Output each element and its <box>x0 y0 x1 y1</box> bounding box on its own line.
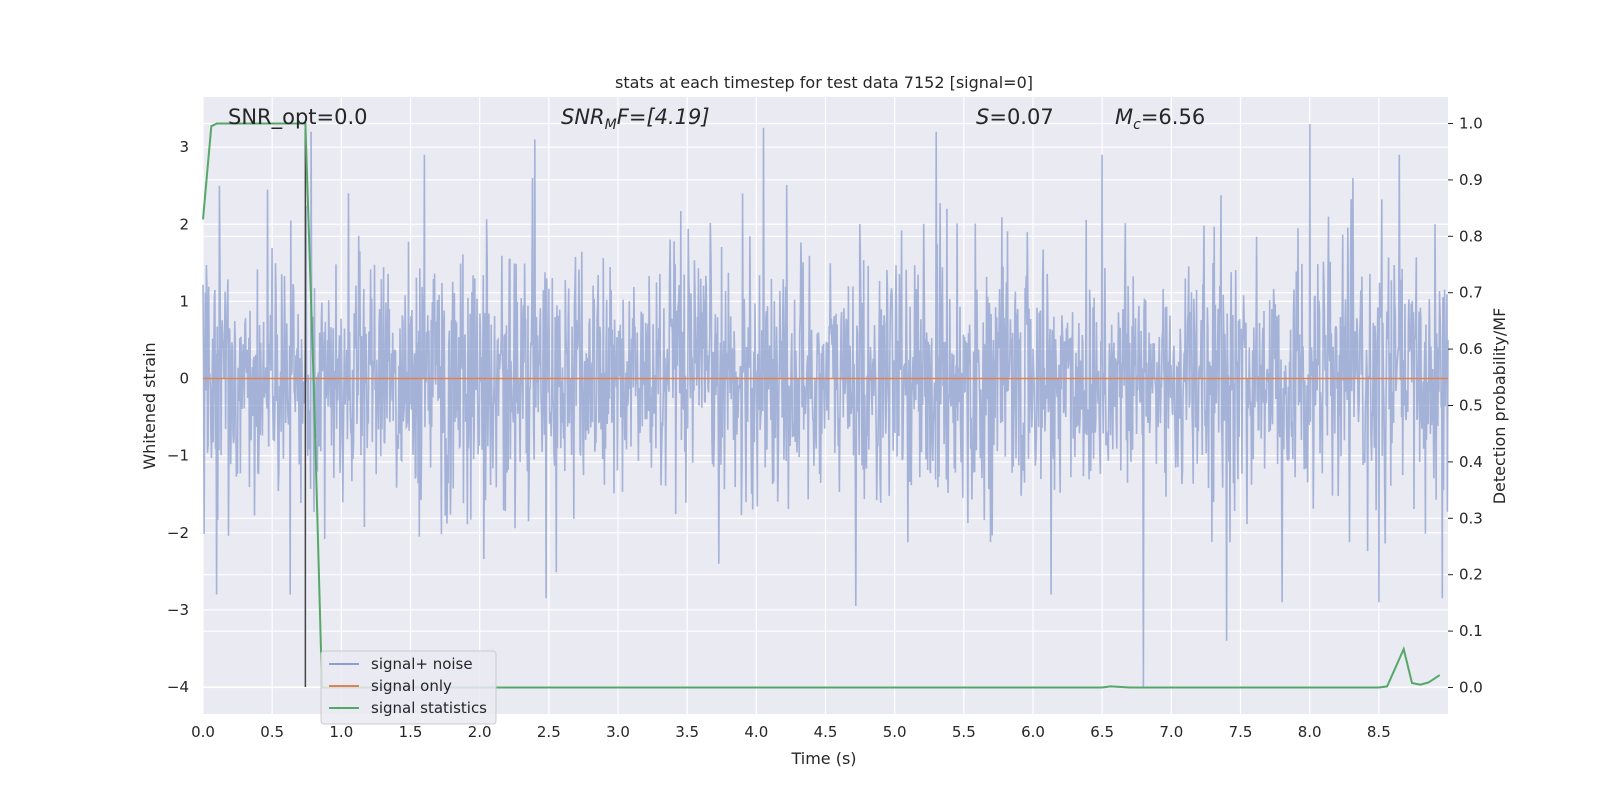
legend-box <box>320 650 497 725</box>
series-signal-noise-line <box>202 123 1449 688</box>
x-tick-label: 1.5 <box>399 723 423 741</box>
y-right-tick-label: 0.7 <box>1459 284 1483 302</box>
x-tick-label: 2.0 <box>468 723 492 741</box>
annotation-snr-mf-rest: F=[4.19] <box>617 105 710 129</box>
x-tick-label: 2.5 <box>537 723 561 741</box>
series-signal-statistics-line <box>202 122 1441 689</box>
annotation-mc-sub: c <box>1133 117 1141 133</box>
y-tick-label: −1 <box>167 447 189 465</box>
legend-label-signal-noise: signal+ noise <box>371 655 473 673</box>
annotation-mc-main: M <box>1115 105 1133 129</box>
x-tick-label: 8.0 <box>1298 723 1322 741</box>
y-tick-label: 3 <box>179 138 189 156</box>
annotation-mc: Mc=6.56 <box>1115 105 1205 133</box>
y-tick-label: 2 <box>179 215 189 233</box>
x-tick-label: 7.0 <box>1159 723 1183 741</box>
y-tick-label: −4 <box>167 678 189 696</box>
y-right-tick-label: 0.3 <box>1459 509 1483 527</box>
x-tick-label: 3.5 <box>675 723 699 741</box>
y-right-tick-label: 0.2 <box>1459 566 1483 584</box>
x-tick-label: 0.0 <box>191 723 215 741</box>
x-tick-label: 1.0 <box>329 723 353 741</box>
y-tick-label: −2 <box>167 524 189 542</box>
x-tick-label: 8.5 <box>1367 723 1391 741</box>
y-right-tick-label: 0.1 <box>1459 622 1483 640</box>
y-right-tick-label: 0.4 <box>1459 453 1483 471</box>
x-tick-label: 4.5 <box>814 723 838 741</box>
y-axis-label-right: Detection probability/MF <box>1490 308 1509 505</box>
y-right-tick-label: 0.5 <box>1459 397 1483 415</box>
annotation-snr-opt: SNR_opt=0.0 <box>228 105 368 130</box>
annotation-mc-rest: =6.56 <box>1141 105 1205 129</box>
y-right-tick-label: 0.9 <box>1459 171 1483 189</box>
x-tick-label: 7.5 <box>1229 723 1253 741</box>
legend-label-signal-only: signal only <box>371 677 452 695</box>
legend-label-signal-statistics: signal statistics <box>371 699 487 717</box>
x-axis-label: Time (s) <box>790 749 856 768</box>
x-tick-label: 6.5 <box>1090 723 1114 741</box>
y-right-tick-label: 0.8 <box>1459 227 1483 245</box>
x-tick-label: 6.0 <box>1021 723 1045 741</box>
legend: signal+ noise signal only signal statist… <box>320 650 497 725</box>
ticks-layer: 0.0 0.5 1.0 1.5 2.0 2.5 3.0 3.5 4.0 4.5 5.0 5.5 6.0 6… <box>167 115 1483 741</box>
y-tick-label: −3 <box>167 601 189 619</box>
y-right-tick-label: 1.0 <box>1459 115 1483 133</box>
x-tick-label: 0.5 <box>260 723 284 741</box>
x-tick-label: 4.0 <box>744 723 768 741</box>
y-right-tick-label: 0.0 <box>1459 678 1483 696</box>
x-tick-label: 5.5 <box>952 723 976 741</box>
y-tick-label: 0 <box>179 370 189 388</box>
y-tick-label: 1 <box>179 292 189 310</box>
annotation-s-sym: S <box>976 105 989 129</box>
annotation-s: S=0.07 <box>976 105 1054 129</box>
annotation-s-rest: =0.07 <box>989 105 1053 129</box>
y-axis-label-left: Whitened strain <box>140 342 159 469</box>
chart-title: stats at each timestep for test data 715… <box>615 73 1033 92</box>
annotation-snr-mf-sub: M <box>605 117 617 133</box>
x-tick-label: 5.0 <box>883 723 907 741</box>
annotation-snr-mf-main: SNR <box>561 105 605 129</box>
annotation-snr-mf: SNRMF=[4.19] <box>561 105 710 133</box>
y-right-tick-label: 0.6 <box>1459 340 1483 358</box>
x-tick-label: 3.0 <box>606 723 630 741</box>
series-layer <box>202 122 1449 689</box>
